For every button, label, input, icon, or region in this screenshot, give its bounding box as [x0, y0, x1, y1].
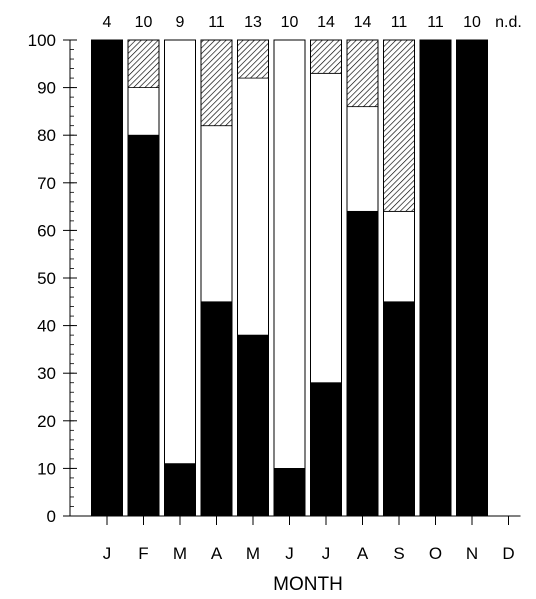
sample-size-label: 10 [135, 14, 153, 31]
sample-size-label: 11 [391, 14, 408, 31]
bar-segment [127, 134, 160, 517]
sample-size-label: 10 [463, 14, 481, 31]
x-tick-label: J [322, 544, 331, 563]
x-tick-label: A [357, 544, 369, 563]
x-tick-label: A [211, 544, 223, 563]
bar-segment [346, 39, 379, 108]
bar-outline [273, 39, 306, 517]
bar-outline [310, 39, 342, 517]
bar-segment [127, 87, 160, 136]
sample-size-label: 11 [427, 14, 444, 31]
bar-segment [383, 210, 415, 303]
y-tick-label: 50 [37, 269, 56, 288]
bar-segment [237, 334, 269, 517]
sample-size-label: 10 [281, 14, 299, 31]
sample-size-label: 4 [103, 14, 112, 31]
x-tick-label: M [173, 544, 187, 563]
bar-segment [200, 301, 233, 517]
bar-outline [127, 39, 160, 517]
bar-segment [310, 39, 342, 74]
bar-outline [419, 39, 452, 517]
y-tick-label: 30 [37, 364, 56, 383]
y-tick-label: 20 [37, 412, 56, 431]
x-tick-label: J [285, 544, 294, 563]
bar-outline [200, 39, 233, 517]
y-tick-label: 10 [37, 459, 56, 478]
y-tick-label: 40 [37, 317, 56, 336]
y-tick-label: 100 [28, 31, 56, 50]
bar-segment [200, 125, 233, 303]
bar-segment [310, 72, 342, 384]
bar-outline [164, 39, 196, 517]
bar-segment [419, 39, 452, 517]
x-tick-label: S [393, 544, 404, 563]
bar-segment [383, 301, 415, 517]
y-tick-label: 80 [37, 126, 56, 145]
x-tick-label: N [466, 544, 478, 563]
y-tick-label: 70 [37, 174, 56, 193]
x-tick-label: J [103, 544, 112, 563]
bar-segment [456, 39, 488, 517]
bar-segment [383, 39, 415, 212]
y-axis: 0 10 20 30 40 50 60 70 80 90 100 [28, 31, 77, 526]
sample-size-label: 11 [208, 14, 225, 31]
bar-segment [164, 39, 196, 465]
x-axis-title: MONTH [273, 574, 343, 595]
y-tick-label: 60 [37, 221, 56, 240]
bar-outline [237, 39, 269, 517]
sample-size-label: 9 [176, 14, 185, 31]
bar-segment [346, 210, 379, 517]
bars [91, 39, 488, 517]
x-tick-label: O [429, 544, 442, 563]
bar-segment [346, 106, 379, 212]
bar-segment [273, 467, 306, 517]
x-tick-label: M [246, 544, 260, 563]
bar-outline [91, 39, 123, 517]
sample-size-label: 14 [354, 14, 372, 31]
bar-segment [310, 382, 342, 517]
x-tick-label: D [502, 544, 514, 563]
bar-segment [273, 39, 306, 469]
sample-size-label: 14 [317, 14, 335, 31]
bar-outline [456, 39, 488, 517]
x-tick-label: F [138, 544, 148, 563]
bar-segment [237, 39, 269, 79]
bar-segment [200, 39, 233, 127]
bar-outline [383, 39, 415, 517]
sample-size-label: 13 [244, 14, 262, 31]
bar-segment [91, 39, 123, 517]
y-tick-label: 90 [37, 79, 56, 98]
bar-segment [164, 463, 196, 517]
bar-segment [237, 77, 269, 336]
bar-segment [127, 39, 160, 88]
sample-size-label: n.d. [495, 14, 522, 31]
sample-size-labels: 4 10 9 11 13 10 14 14 11 11 10 n.d. [103, 14, 522, 31]
bar-outline [346, 39, 379, 517]
y-tick-label: 0 [47, 507, 56, 526]
